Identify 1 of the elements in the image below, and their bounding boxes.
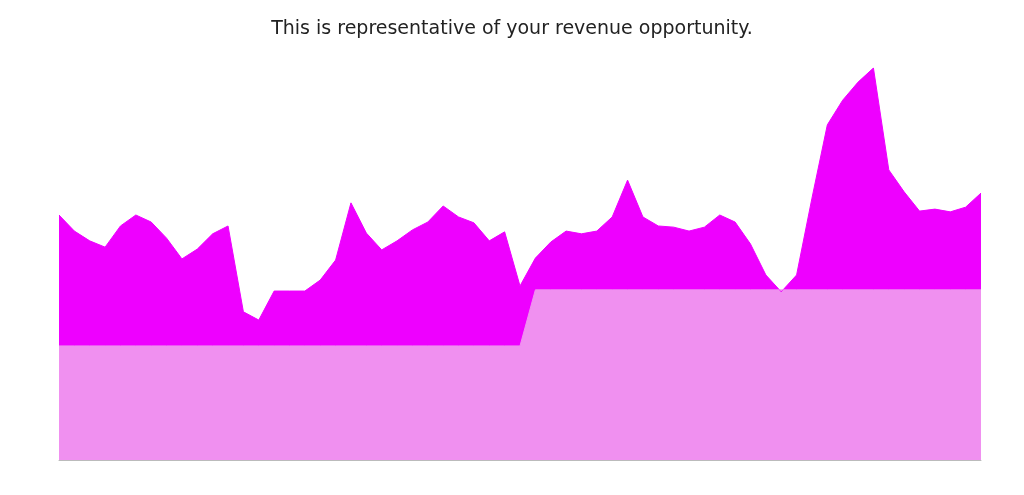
chart-title: This is representative of your revenue opportunity. [270,15,753,38]
